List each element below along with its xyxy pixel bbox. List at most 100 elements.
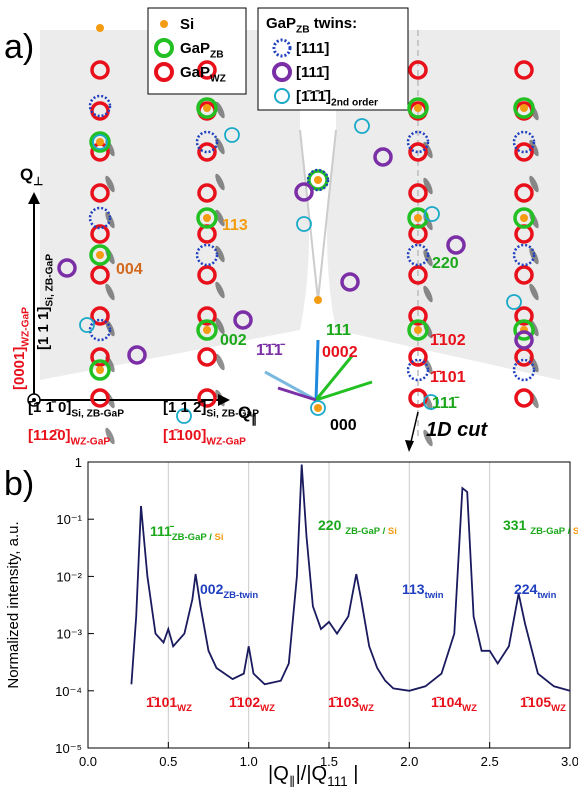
text-part: [1 1 2̄] xyxy=(163,399,206,416)
spot-label: 113 xyxy=(222,217,248,234)
text-part: WZ-GaP xyxy=(206,437,246,448)
y-axis-label: Normalized intensity, a.u. xyxy=(5,521,22,688)
text-part: ZB-GaP / xyxy=(530,526,573,537)
si-spot xyxy=(520,214,528,222)
peak-annotation: 1̄103WZ xyxy=(328,694,374,714)
text-part: [1 1̄ 0] xyxy=(28,399,71,416)
si-spot xyxy=(203,214,211,222)
si-spot xyxy=(414,214,422,222)
si-spot xyxy=(414,104,422,112)
spot-label: 002 xyxy=(220,332,247,349)
text-part: 111 xyxy=(326,322,351,339)
text-part: 0002 xyxy=(322,344,358,361)
panel-label: a) xyxy=(4,28,34,66)
text-part: [1 1 1] xyxy=(35,307,52,350)
text-part: 1̄105 xyxy=(520,694,551,710)
si-spot xyxy=(414,326,422,334)
text-part: WZ-GaP xyxy=(21,307,32,347)
legend-marker xyxy=(160,20,168,28)
spot-label: 000 xyxy=(330,417,357,434)
legend-label: [111̄] xyxy=(296,64,329,81)
text-part: 000 xyxy=(330,417,357,434)
axis-label: [112̄0]WZ-GaP xyxy=(28,427,110,448)
peak-annotation: 113twin xyxy=(402,581,444,601)
peak-annotation: 1̄105WZ xyxy=(520,694,566,714)
si-spot xyxy=(314,296,322,304)
spot-label: 111 xyxy=(326,322,351,339)
text-part: 1̄102 xyxy=(430,332,466,349)
si-spot xyxy=(203,326,211,334)
text-part: Si xyxy=(214,532,223,543)
arrow-head xyxy=(28,192,40,204)
spot-label: 0002 xyxy=(322,344,358,361)
page: a) 1D cut b) Normalized intensity, a.u. … xyxy=(0,0,578,787)
text-part: ∥ xyxy=(289,774,296,787)
arrow xyxy=(265,372,316,400)
wz-spot xyxy=(516,390,532,406)
panel-label: b) xyxy=(4,465,34,503)
peak-annotation: 331 ZB-GaP / Si xyxy=(503,517,578,537)
text-part: WZ xyxy=(177,703,192,714)
text-part: | xyxy=(348,763,359,785)
text-part: 224 xyxy=(514,581,538,597)
si-spot xyxy=(96,251,104,259)
cut-label: 1D cut xyxy=(426,419,488,441)
text-part: 1̄101 xyxy=(430,369,466,386)
text-part: [111̄] xyxy=(296,64,329,81)
text-part: Si, ZB-GaP xyxy=(206,409,259,420)
wz-spot xyxy=(199,349,215,365)
text-part: ⊥ xyxy=(33,176,43,188)
si-spot xyxy=(96,366,104,374)
peak-annotation: 1̄101WZ xyxy=(146,694,192,714)
axis-label: Q⊥ xyxy=(20,165,43,188)
text-part: [111] xyxy=(296,40,329,57)
text-part: 220 xyxy=(432,255,459,272)
wz-spot xyxy=(92,390,108,406)
x-axis-label: |Q∥|/|Q111 | xyxy=(268,763,359,787)
spot-label: 1̄1̄1̄ xyxy=(256,342,286,359)
text-part: ZB-GaP / xyxy=(345,526,388,537)
text-part: ZB-twin xyxy=(223,590,258,601)
si-spot xyxy=(520,104,528,112)
y-tick-label: 10⁻⁴ xyxy=(55,684,82,699)
si-spot xyxy=(314,404,322,412)
text-part: [0001] xyxy=(11,347,28,390)
text-part: GaP xyxy=(180,64,210,81)
text-part: WZ xyxy=(462,703,477,714)
text-part: twin xyxy=(537,590,556,601)
spot-label: 220 xyxy=(432,255,459,272)
text-part: ZB xyxy=(296,25,310,36)
x-tick-label: 3.0 xyxy=(561,754,578,769)
text-part: 1̄1̄1̄ xyxy=(256,342,286,359)
text-part: 220 xyxy=(318,517,345,533)
si-spot xyxy=(203,104,211,112)
spot-label: 004 xyxy=(116,261,143,278)
si-spot xyxy=(96,138,104,146)
text-part: |Q xyxy=(268,763,289,785)
text-part: 002 xyxy=(200,581,224,597)
text-part: 331 xyxy=(503,517,530,533)
text-part: 1̄101 xyxy=(146,694,177,710)
text-part: 111̄ xyxy=(432,395,460,412)
text-part: WZ xyxy=(260,703,275,714)
text-part: 113 xyxy=(222,217,248,234)
text-part: |/|Q xyxy=(296,763,328,785)
text-part: [1̄1̄1̄] xyxy=(296,88,331,105)
text-part: 1̄104 xyxy=(431,694,462,710)
text-part: Si xyxy=(573,526,578,537)
spot-label: 1̄101 xyxy=(430,369,466,386)
vertical-axis-label: [0001]WZ-GaP xyxy=(11,307,32,390)
text-part: GaP xyxy=(180,40,210,57)
text-part: WZ xyxy=(359,703,374,714)
arrow xyxy=(316,340,318,400)
text-part: Si xyxy=(388,526,397,537)
x-tick-label: 0.5 xyxy=(159,754,177,769)
text-part: ZB-GaP / xyxy=(172,532,215,543)
arrow-head xyxy=(405,440,414,452)
y-tick-label: 1 xyxy=(75,455,82,470)
cut-arrow xyxy=(405,412,418,452)
text-part: [1̄100] xyxy=(163,427,206,444)
y-tick-label: 10⁻² xyxy=(56,569,82,584)
spot-label: 111̄ xyxy=(432,395,460,412)
text-part: [112̄0] xyxy=(28,427,71,444)
